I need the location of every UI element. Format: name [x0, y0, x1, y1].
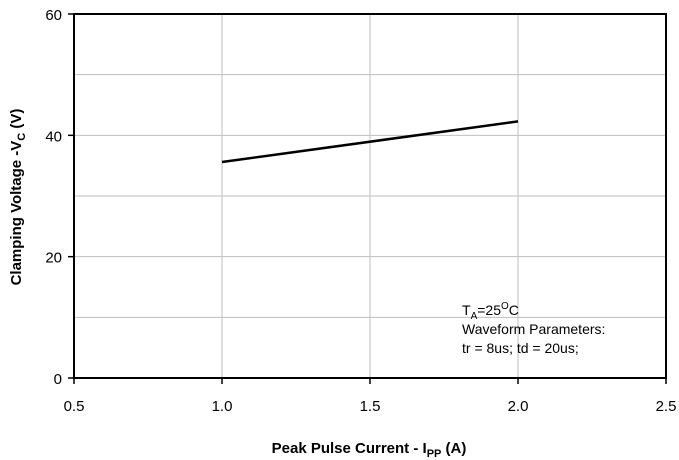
tick-labels: 0.5 1.0 1.5 2.0 2.5 0 20 40 60	[45, 7, 676, 415]
annotation-waveform: Waveform Parameters:	[462, 321, 605, 337]
y-axis-title: Clamping Voltage -VC (V)	[8, 109, 28, 286]
x-axis-title: Peak Pulse Current - IPP (A)	[272, 440, 467, 460]
tick-marks	[68, 13, 667, 384]
y-tick-label: 0	[54, 371, 62, 388]
y-tick-label: 20	[45, 250, 62, 267]
series-line	[221, 120, 519, 164]
x-tick-label: 2.0	[508, 398, 529, 415]
series-lines	[221, 120, 519, 164]
x-tick-label: 0.5	[64, 398, 85, 415]
conditions-annotation: TA=25OC Waveform Parameters: tr = 8us; t…	[462, 301, 605, 356]
annotation-timing: tr = 8us; td = 20us;	[462, 340, 579, 356]
x-tick-label: 2.5	[656, 398, 677, 415]
x-tick-label: 1.5	[360, 398, 381, 415]
y-tick-label: 40	[45, 128, 62, 145]
annotation-temperature: TA=25OC	[462, 301, 519, 322]
y-tick-label: 60	[45, 7, 62, 24]
x-tick-label: 1.0	[212, 398, 233, 415]
grid-lines	[74, 14, 666, 378]
